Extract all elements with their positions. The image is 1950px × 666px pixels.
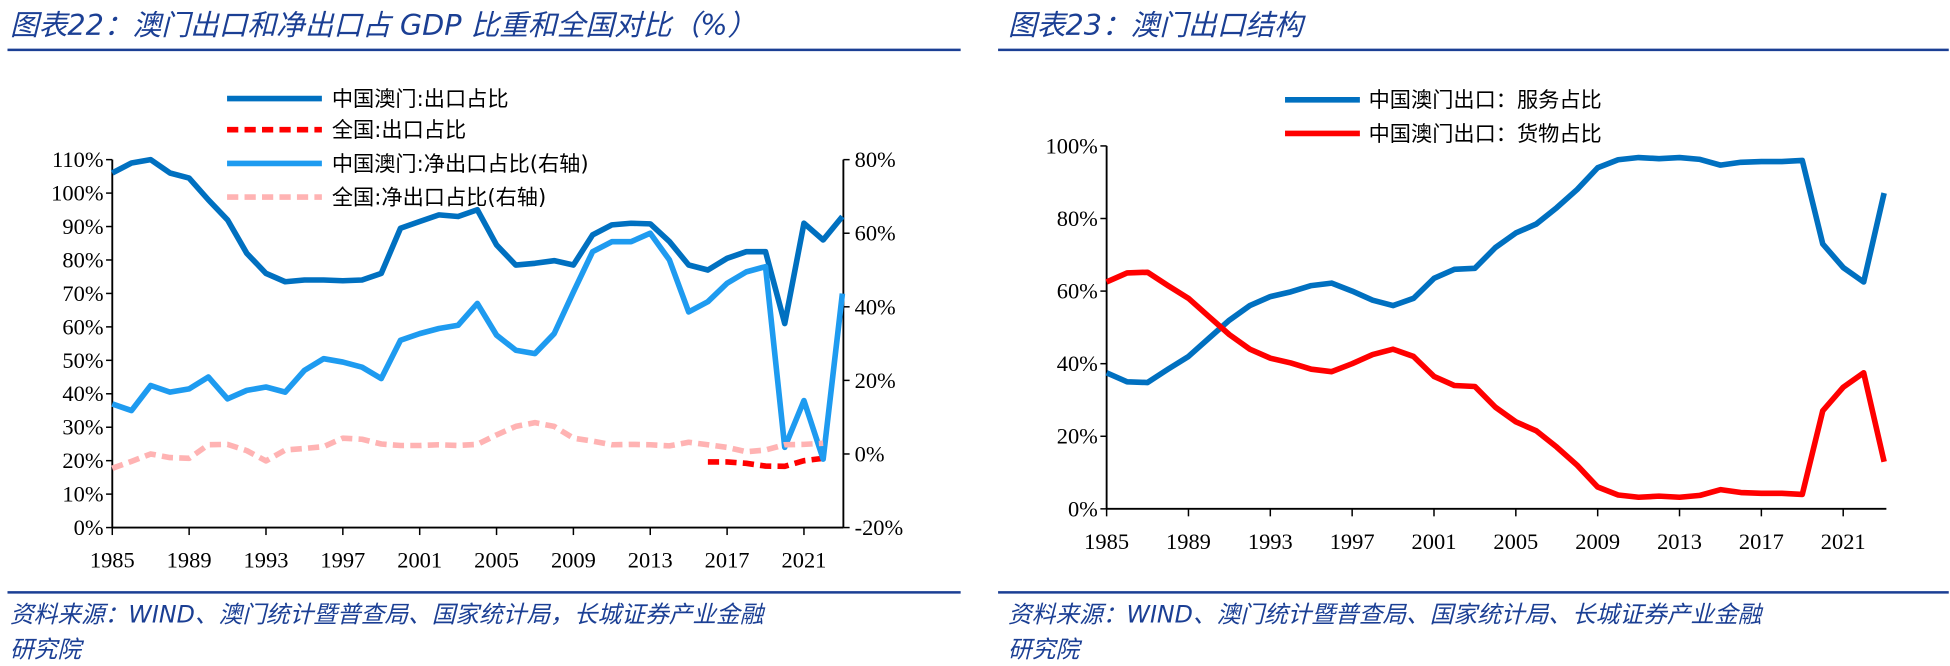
right-legend: 中国澳门出口：服务占比 中国澳门出口：货物占比 — [1285, 87, 1602, 146]
y-left-tick-label: 90% — [62, 214, 103, 239]
y-left-tick-label: 20% — [1057, 424, 1098, 449]
y-left-tick-label: 30% — [62, 415, 103, 440]
series-line-3 — [111, 419, 824, 471]
y-left-tick-label: 50% — [62, 348, 103, 373]
x-tick-label: 2021 — [1821, 529, 1866, 554]
legend-label-national-net-export: 全国:净出口占比(右轴) — [332, 185, 546, 210]
y-left-tick-label: 40% — [1057, 351, 1098, 376]
x-tick-label: 2005 — [1493, 529, 1538, 554]
legend-label-services: 中国澳门出口：服务占比 — [1369, 87, 1602, 112]
x-tick-label: 2017 — [1739, 529, 1784, 554]
x-tick-label: 2013 — [1657, 529, 1702, 554]
y-right-tick-label: 0% — [855, 441, 885, 466]
x-tick-label: 2013 — [628, 547, 673, 572]
x-tick-label: 1993 — [1248, 529, 1293, 554]
y-right-tick-label: 20% — [855, 368, 896, 393]
x-tick-label: 1989 — [1166, 529, 1211, 554]
left-chart-plot: 1985 1989 1993 1997 2001 2005 2009 2013 2017 2021… — [51, 147, 903, 572]
y-left-tick-label: 0% — [74, 515, 104, 540]
x-tick-label: 1985 — [1084, 529, 1129, 554]
series-line-1 — [707, 455, 824, 470]
y-left-tick-label: 10% — [62, 482, 103, 507]
left-source-line-2: 研究院 — [10, 635, 84, 663]
left-legend: 中国澳门:出口占比 全国:出口占比 中国澳门:净出口占比(右轴) 全国:净出口占… — [227, 86, 589, 210]
legend-label-goods: 中国澳门出口：货物占比 — [1369, 121, 1602, 146]
y-right-tick-label: 40% — [855, 294, 896, 319]
y-right-tick-label: 60% — [855, 221, 896, 246]
x-tick-label: 2001 — [397, 547, 442, 572]
x-tick-label: 1997 — [1330, 529, 1375, 554]
series-line-1 — [1105, 269, 1887, 501]
y-left-tick-label: 110% — [52, 147, 104, 172]
y-left-tick-label: 80% — [1057, 206, 1098, 231]
legend-label-national-export: 全国:出口占比 — [332, 117, 466, 142]
left-source-line-1: 资料来源：WIND、澳门统计暨普查局、国家统计局，长城证券产业金融 — [10, 600, 766, 628]
x-tick-label: 2009 — [1575, 529, 1620, 554]
y-left-tick-label: 60% — [62, 314, 103, 339]
y-left-tick-label: 100% — [51, 181, 103, 206]
y-left-tick-label: 70% — [62, 281, 103, 306]
y-right-tick-label: -20% — [855, 515, 904, 540]
y-right-tick-label: 80% — [855, 147, 896, 172]
right-source-line-2: 研究院 — [1008, 635, 1082, 663]
series-line-2 — [111, 230, 846, 462]
right-source-line-1: 资料来源：WIND、澳门统计暨普查局、国家统计局、长城证券产业金融 — [1008, 600, 1764, 628]
right-chart-title: 图表23：澳门出口结构 — [1008, 8, 1306, 42]
x-tick-label: 2001 — [1412, 529, 1457, 554]
x-tick-label: 2017 — [705, 547, 750, 572]
left-chart-title: 图表22：澳门出口和净出口占 GDP 比重和全国对比（%） — [10, 8, 756, 42]
x-tick-label: 1993 — [244, 547, 289, 572]
y-left-tick-label: 100% — [1046, 133, 1098, 158]
series-line-0 — [1105, 154, 1887, 386]
y-left-tick-label: 80% — [62, 247, 103, 272]
legend-label-macau-net-export: 中国澳门:净出口占比(右轴) — [332, 151, 589, 176]
right-chart-plot: 1985 1989 1993 1997 2001 2005 2009 2013 2017 2021… — [1046, 133, 1887, 554]
x-tick-label: 2021 — [782, 547, 827, 572]
legend-label-macau-export: 中国澳门:出口占比 — [332, 86, 509, 111]
y-left-tick-label: 40% — [62, 381, 103, 406]
y-left-tick-label: 60% — [1057, 279, 1098, 304]
x-tick-label: 2005 — [474, 547, 519, 572]
y-left-tick-label: 20% — [62, 448, 103, 473]
x-tick-label: 1989 — [167, 547, 212, 572]
x-tick-label: 1985 — [90, 547, 135, 572]
y-left-tick-label: 0% — [1068, 496, 1098, 521]
x-tick-label: 2009 — [551, 547, 596, 572]
x-tick-label: 1997 — [320, 547, 365, 572]
